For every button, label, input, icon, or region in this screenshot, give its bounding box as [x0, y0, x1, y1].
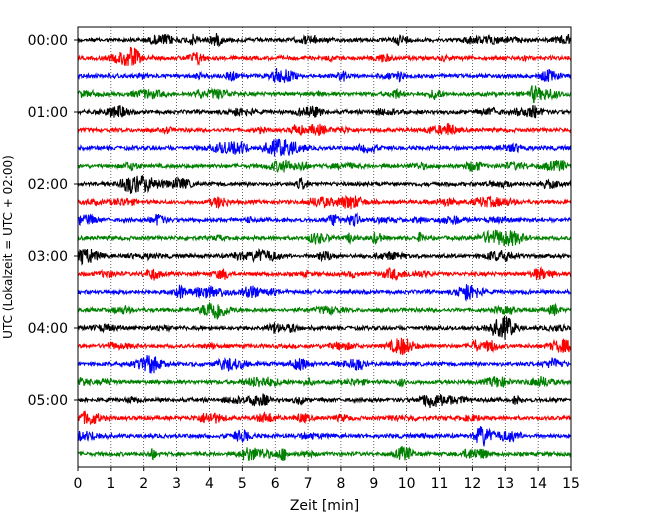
trace-0300 — [77, 247, 572, 266]
y-tick-label: 02:00 — [28, 177, 68, 193]
trace-0515 — [77, 410, 572, 425]
x-axis-label: Zeit [min] — [290, 498, 359, 514]
x-tick-label: 4 — [205, 476, 214, 492]
x-tick-label: 9 — [369, 476, 378, 492]
trace-0400 — [77, 315, 572, 340]
x-tick-label: 12 — [463, 476, 481, 492]
x-tick-label: 15 — [562, 476, 580, 492]
trace-0000 — [77, 33, 572, 48]
trace-0545 — [77, 445, 572, 461]
trace-0015 — [77, 46, 572, 67]
x-tick-label: 11 — [431, 476, 449, 492]
trace-0330 — [77, 284, 572, 302]
trace-group — [77, 33, 572, 461]
trace-0245 — [77, 229, 572, 247]
x-tick-label: 2 — [139, 476, 148, 492]
y-axis: 00:00 01:00 02:00 03:00 04:00 05:00 — [28, 33, 78, 409]
x-tick-label: 7 — [304, 476, 313, 492]
trace-0445 — [77, 375, 572, 388]
x-tick-label: 10 — [398, 476, 416, 492]
trace-0030 — [77, 67, 572, 83]
trace-0130 — [77, 138, 572, 157]
trace-0430 — [77, 355, 572, 374]
x-axis: 0 1 2 3 4 5 6 7 8 9 10 11 12 13 14 15 — [74, 467, 580, 492]
x-tick-label: 0 — [74, 476, 83, 492]
trace-0115 — [77, 123, 572, 137]
x-tick-label: 5 — [238, 476, 247, 492]
vertical-grid — [110, 27, 539, 467]
trace-0415 — [77, 337, 572, 355]
trace-0045 — [77, 85, 572, 104]
x-tick-label: 1 — [106, 476, 115, 492]
trace-0315 — [77, 265, 572, 282]
y-axis-label: UTC (Lokalzeit = UTC + 02:00) — [1, 155, 15, 339]
trace-0230 — [77, 212, 572, 227]
trace-0145 — [77, 159, 572, 173]
plot-frame — [77, 26, 572, 468]
y-tick-label: 05:00 — [28, 393, 68, 409]
trace-0200 — [77, 174, 572, 194]
trace-0100 — [77, 104, 572, 119]
trace-0500 — [77, 393, 572, 408]
x-tick-label: 8 — [336, 476, 345, 492]
y-tick-label: 01:00 — [28, 105, 68, 121]
trace-0530 — [77, 426, 572, 447]
x-tick-label: 14 — [529, 476, 547, 492]
x-tick-label: 3 — [172, 476, 181, 492]
trace-0215 — [77, 194, 572, 210]
x-tick-label: 13 — [496, 476, 514, 492]
x-tick-label: 6 — [271, 476, 280, 492]
y-tick-label: 04:00 — [28, 321, 68, 337]
y-tick-label: 03:00 — [28, 249, 68, 265]
y-tick-label: 00:00 — [28, 33, 68, 49]
trace-0345 — [77, 302, 572, 320]
